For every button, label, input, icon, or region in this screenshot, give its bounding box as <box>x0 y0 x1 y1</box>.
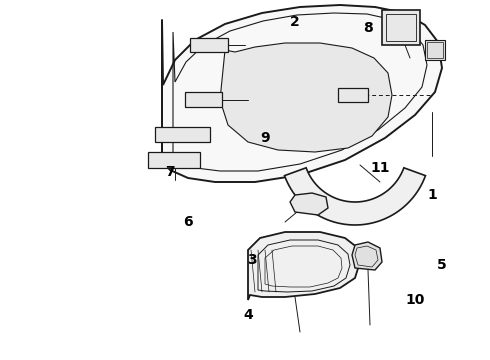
Text: 9: 9 <box>260 131 270 145</box>
Text: 1: 1 <box>427 188 437 202</box>
Text: 3: 3 <box>247 253 257 267</box>
Text: 6: 6 <box>183 215 193 229</box>
Text: 4: 4 <box>243 308 253 322</box>
Polygon shape <box>285 168 425 225</box>
Text: 5: 5 <box>437 258 447 272</box>
Text: 11: 11 <box>370 161 390 175</box>
Polygon shape <box>338 88 368 102</box>
Text: 10: 10 <box>405 293 425 307</box>
Polygon shape <box>148 152 200 168</box>
Polygon shape <box>382 10 420 45</box>
Polygon shape <box>220 43 392 152</box>
Text: 7: 7 <box>165 165 175 179</box>
Polygon shape <box>425 40 445 60</box>
Polygon shape <box>185 92 222 107</box>
Polygon shape <box>290 193 328 215</box>
Polygon shape <box>162 5 442 182</box>
Polygon shape <box>352 242 382 270</box>
Text: 2: 2 <box>290 15 300 29</box>
Polygon shape <box>190 38 228 52</box>
Polygon shape <box>248 232 360 300</box>
Polygon shape <box>155 127 210 142</box>
Text: 8: 8 <box>363 21 373 35</box>
